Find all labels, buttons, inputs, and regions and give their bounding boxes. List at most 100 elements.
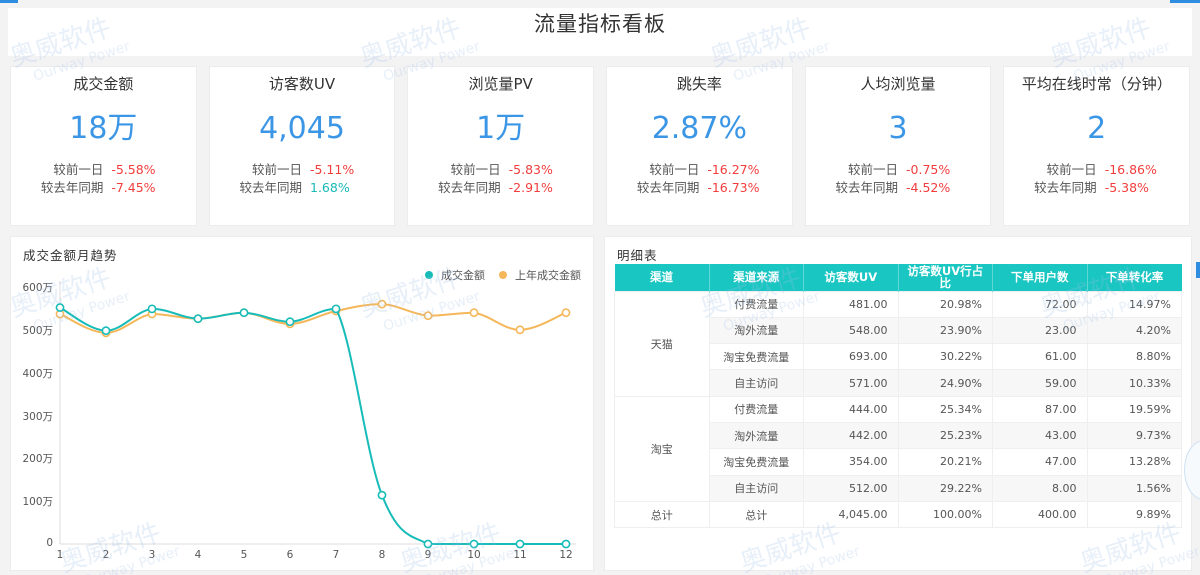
x-axis-tick: 6 xyxy=(286,549,294,561)
col-header-source[interactable]: 渠道来源 xyxy=(709,264,804,291)
x-axis-tick: 9 xyxy=(424,549,432,561)
kpi-row: 成交金额 18万 较前一日 -5.58% 较去年同期 -7.45% 访客数UV 4,045 较前… xyxy=(10,66,1191,226)
table-row[interactable]: 自主访问 571.00 24.90% 59.00 10.33% xyxy=(615,369,1182,397)
year-compare-label: 较去年同期 xyxy=(636,180,700,195)
kpi-comparison: 较前一日 -0.75% 较去年同期 -4.52% xyxy=(806,161,991,197)
trend-chart-panel: 成交金额月趋势 成交金额 上年成交金额 0 100万 200万 300万 400万 500… xyxy=(10,236,594,571)
kpi-comparison: 较前一日 -5.58% 较去年同期 -7.45% xyxy=(11,161,196,197)
cell-source: 淘宝免费流量 xyxy=(708,343,804,371)
cell-uv: 571.00 xyxy=(803,369,899,397)
legend-dot-icon xyxy=(425,271,433,279)
cell-conversion: 19.59% xyxy=(1086,395,1182,423)
page-title: 流量指标看板 xyxy=(534,12,666,36)
x-axis-tick: 3 xyxy=(148,549,156,561)
col-header-uv[interactable]: 访客数UV xyxy=(803,264,899,291)
cell-conversion: 4.20% xyxy=(1086,316,1182,345)
cell-conversion: 14.97% xyxy=(1086,290,1182,318)
cell-uv: 442.00 xyxy=(803,421,899,450)
cell-source: 付费流量 xyxy=(708,395,804,423)
cell-buyers: 400.00 xyxy=(992,500,1088,529)
x-axis-tick: 7 xyxy=(332,549,340,561)
table-total-row[interactable]: 总计 总计 4,045.00 100.00% 400.00 9.89% xyxy=(614,500,1182,529)
col-header-uv-pct[interactable]: 访客数UV行占比 xyxy=(898,264,993,291)
kpi-value: 18万 xyxy=(69,111,138,146)
cell-channel: 天猫 xyxy=(614,290,710,397)
x-axis-tick: 1 xyxy=(56,549,64,561)
x-axis-tick: 10 xyxy=(467,549,481,561)
x-axis-tick: 12 xyxy=(559,549,573,561)
kpi-value: 2 xyxy=(1087,111,1107,146)
table-row[interactable]: 天猫 付费流量 481.00 20.98% 72.00 14.97% xyxy=(614,290,1182,397)
y-axis-tick: 400万 xyxy=(22,367,53,380)
year-compare-label: 较去年同期 xyxy=(835,180,899,195)
y-axis-tick: 500万 xyxy=(22,324,53,337)
kpi-card: 成交金额 18万 较前一日 -5.58% 较去年同期 -7.45% xyxy=(10,66,197,226)
kpi-title: 成交金额 xyxy=(73,75,134,93)
side-tab-marker[interactable] xyxy=(1196,262,1200,278)
cell-buyers: 61.00 xyxy=(992,343,1088,371)
cell-uv-pct: 25.23% xyxy=(897,421,993,450)
kpi-card: 人均浏览量 3 较前一日 -0.75% 较去年同期 -4.52% xyxy=(804,66,992,226)
cell-buyers: 59.00 xyxy=(992,369,1088,397)
cell-uv-pct: 29.22% xyxy=(897,474,993,502)
col-header-channel[interactable]: 渠道 xyxy=(614,264,710,291)
cell-conversion: 9.89% xyxy=(1086,500,1182,529)
kpi-value: 1万 xyxy=(476,111,526,146)
kpi-value: 4,045 xyxy=(259,111,345,146)
cell-conversion: 9.73% xyxy=(1086,421,1182,450)
day-compare-label: 较前一日 xyxy=(53,162,104,177)
year-compare-label: 较去年同期 xyxy=(239,180,302,195)
table-row[interactable]: 淘宝免费流量 693.00 30.22% 61.00 8.80% xyxy=(615,343,1182,371)
year-compare-label: 较去年同期 xyxy=(40,180,104,195)
kpi-value: 2.87% xyxy=(651,111,747,146)
table-row[interactable]: 淘外流量 548.00 23.90% 23.00 4.20% xyxy=(615,316,1182,345)
cell-uv: 512.00 xyxy=(803,474,899,502)
line-chart[interactable] xyxy=(11,237,595,572)
col-header-conversion[interactable]: 下单转化率 xyxy=(1087,264,1182,291)
kpi-comparison: 较前一日 -16.27% 较去年同期 -16.73% xyxy=(607,161,792,197)
detail-table-panel: 明细表 渠道 渠道来源 访客数UV 访客数UV行占比 下单用户数 下单转化率 天… xyxy=(604,236,1192,571)
chart-legend: 成交金额 上年成交金额 xyxy=(425,267,581,283)
detail-table: 渠道 渠道来源 访客数UV 访客数UV行占比 下单用户数 下单转化率 天猫 付费流… xyxy=(614,264,1182,529)
year-compare-value: -5.38% xyxy=(1104,180,1149,195)
year-compare-value: 1.68% xyxy=(310,180,350,195)
year-compare-value: -7.45% xyxy=(111,180,156,195)
col-header-buyers[interactable]: 下单用户数 xyxy=(992,264,1088,291)
cell-uv: 693.00 xyxy=(803,343,899,371)
kpi-title: 人均浏览量 xyxy=(860,75,936,93)
year-compare-value: -16.73% xyxy=(707,180,760,195)
table-row[interactable]: 淘宝免费流量 354.00 20.21% 47.00 13.28% xyxy=(615,448,1182,476)
legend-dot-icon xyxy=(499,271,507,279)
table-header-row: 渠道 渠道来源 访客数UV 访客数UV行占比 下单用户数 下单转化率 xyxy=(614,264,1182,291)
day-compare-label: 较前一日 xyxy=(251,162,302,177)
kpi-title: 跳失率 xyxy=(676,75,722,93)
day-compare-value: -5.11% xyxy=(310,162,355,177)
cell-conversion: 10.33% xyxy=(1086,369,1182,397)
kpi-card: 浏览量PV 1万 较前一日 -5.83% 较去年同期 -2.91% xyxy=(407,66,595,226)
cell-uv: 4,045.00 xyxy=(803,500,899,529)
cell-conversion: 1.56% xyxy=(1086,474,1182,502)
day-compare-value: -5.83% xyxy=(508,162,553,177)
legend-item-current[interactable]: 成交金额 xyxy=(425,267,485,283)
day-compare-label: 较前一日 xyxy=(848,162,899,177)
cell-source: 淘外流量 xyxy=(708,316,804,345)
day-compare-label: 较前一日 xyxy=(450,162,501,177)
cell-uv-pct: 100.00% xyxy=(897,500,993,529)
cell-buyers: 87.00 xyxy=(992,395,1088,423)
day-compare-label: 较前一日 xyxy=(1046,162,1097,177)
table-row[interactable]: 淘宝 付费流量 444.00 25.34% 87.00 19.59% xyxy=(614,395,1182,502)
cell-buyers: 72.00 xyxy=(992,290,1088,318)
legend-item-last-year[interactable]: 上年成交金额 xyxy=(499,267,581,283)
y-axis-tick: 200万 xyxy=(22,453,53,466)
year-compare-value: -4.52% xyxy=(906,180,951,195)
day-compare-value: -0.75% xyxy=(906,162,951,177)
cell-buyers: 47.00 xyxy=(992,448,1088,476)
top-accent-right xyxy=(1170,0,1200,3)
cell-uv-pct: 20.21% xyxy=(897,448,993,476)
kpi-card: 访客数UV 4,045 较前一日 -5.11% 较去年同期 1.68% xyxy=(208,66,396,226)
kpi-comparison: 较前一日 -5.11% 较去年同期 1.68% xyxy=(210,161,395,197)
cell-uv-pct: 23.90% xyxy=(897,316,993,345)
kpi-title: 访客数UV xyxy=(268,75,336,93)
day-compare-value: -16.27% xyxy=(707,162,760,177)
cell-uv: 444.00 xyxy=(803,395,899,423)
